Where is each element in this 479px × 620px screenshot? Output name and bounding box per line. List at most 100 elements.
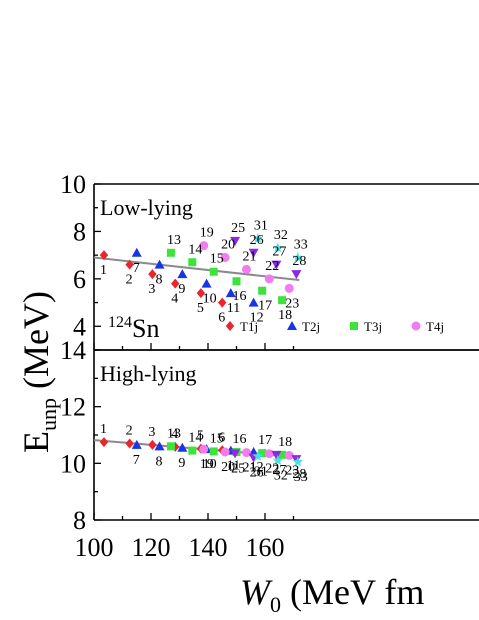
point-label: 9 (178, 282, 185, 297)
data-point (220, 447, 230, 457)
point-label: 7 (133, 453, 140, 468)
point-label: 4 (171, 427, 178, 442)
data-point (154, 441, 165, 451)
data-point (177, 269, 188, 279)
data-point (188, 258, 197, 267)
data-point (177, 442, 188, 452)
data-point (278, 296, 287, 305)
point-label: 22 (265, 462, 279, 477)
plot-panels (93, 183, 479, 521)
legend-marker (225, 321, 235, 331)
data-point (258, 449, 267, 458)
legend-marker (287, 321, 297, 330)
data-point (258, 286, 267, 295)
point-label: 17 (258, 433, 272, 448)
x-axis-label: W0 (MeV fm (240, 572, 424, 617)
point-label: 13 (167, 426, 181, 441)
point-label: 25 (231, 221, 245, 236)
x-tick-label: 120 (132, 533, 171, 562)
x-tick-label: 160 (246, 533, 285, 562)
data-point (218, 297, 227, 308)
data-point (264, 274, 274, 284)
point-label: 27 (272, 463, 286, 478)
fit-line (93, 256, 300, 282)
data-point (154, 259, 165, 269)
point-label: 9 (178, 456, 185, 471)
point-label: 14 (188, 431, 202, 446)
point-label: 27 (272, 245, 286, 260)
legend-entry: T3j (364, 319, 382, 334)
point-label: 8 (156, 273, 163, 288)
panel-title: Low-lying (100, 195, 193, 220)
data-point (171, 278, 180, 289)
point-label: 23 (285, 463, 299, 478)
point-label: 32 (274, 228, 288, 243)
data-point (241, 264, 251, 274)
point-label: 25 (231, 461, 245, 476)
point-label: 21 (242, 461, 256, 476)
legend-entry: T1j (240, 319, 258, 334)
point-label: 2 (126, 424, 133, 439)
point-label: 31 (254, 219, 268, 234)
data-point (291, 270, 302, 280)
panel-title: High-lying (100, 361, 197, 386)
y-tick-label: 10 (60, 170, 86, 199)
point-label: 17 (258, 299, 272, 314)
y-tick-label: 12 (60, 393, 86, 422)
x-tick-label: 140 (189, 533, 228, 562)
point-label: 28 (292, 254, 306, 269)
data-point (230, 236, 241, 246)
point-label: 1 (100, 263, 107, 278)
point-label: 8 (156, 454, 163, 469)
data-point (248, 297, 259, 307)
point-label: 3 (148, 425, 155, 440)
data-point (292, 456, 303, 467)
point-label: 20 (221, 238, 235, 253)
data-point (272, 242, 284, 253)
legend-entry: T2j (302, 319, 320, 334)
point-label: 4 (171, 292, 178, 307)
data-point (284, 283, 294, 293)
data-point (230, 449, 241, 459)
y-tick-label: 10 (60, 449, 86, 478)
point-label: 33 (294, 238, 308, 253)
nucleus-label: 124Sn (108, 314, 159, 343)
data-point (125, 438, 134, 449)
y-tick-label: 8 (73, 506, 86, 535)
legend-marker (411, 321, 421, 331)
data-point (166, 248, 175, 257)
y-tick-label: 4 (73, 312, 86, 341)
legend-entry: T4j (426, 319, 444, 334)
data-point (125, 259, 134, 270)
point-label: 11 (227, 459, 240, 474)
data-point (199, 444, 209, 454)
data-point (131, 247, 142, 257)
point-label: 6 (218, 430, 225, 445)
data-point (248, 248, 259, 258)
point-label: 21 (242, 249, 256, 264)
legend-marker (350, 322, 358, 330)
point-label: 26 (250, 233, 264, 248)
data-point (252, 450, 264, 461)
point-label: 15 (210, 431, 224, 446)
data-point (131, 439, 142, 449)
point-label: 28 (292, 467, 306, 482)
point-label: 14 (188, 242, 202, 257)
point-label: 2 (126, 273, 133, 288)
data-point (188, 446, 197, 455)
data-point (284, 450, 294, 460)
point-label: 12 (250, 311, 264, 326)
data-point (148, 439, 157, 450)
point-label: 19 (200, 457, 214, 472)
point-label: 32 (274, 469, 288, 484)
point-label: 5 (197, 301, 204, 316)
data-point (209, 447, 218, 456)
data-point (291, 455, 302, 465)
data-point (252, 233, 264, 243)
data-point (209, 267, 218, 276)
data-point (292, 252, 303, 262)
point-label: 11 (227, 301, 240, 316)
data-point (148, 269, 157, 280)
point-label: 20 (221, 460, 235, 475)
